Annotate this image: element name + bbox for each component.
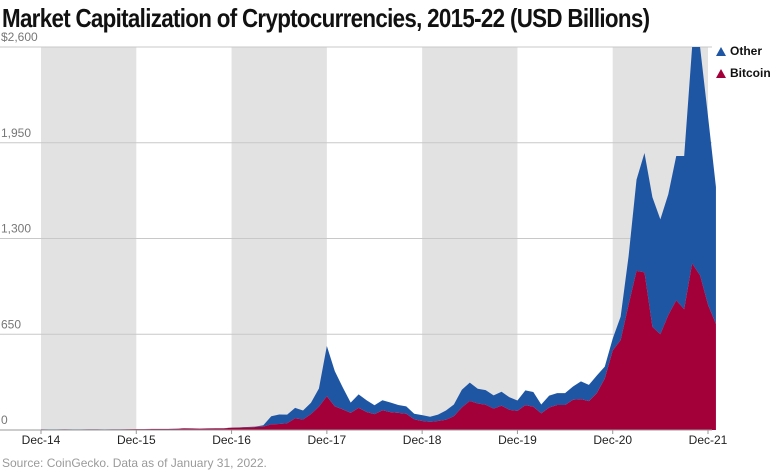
area-series-bitcoin [41, 263, 716, 430]
x-tick-label: Dec-15 [117, 433, 156, 447]
y-axis-ticks: 0 650 1,300 1,950 $2,600 [1, 30, 38, 427]
source-note: Source: CoinGecko. Data as of January 31… [2, 456, 267, 470]
legend-label-bitcoin: Bitcoin [730, 66, 771, 80]
x-tick-label: Dec-17 [308, 433, 347, 447]
x-tick-label: Dec-14 [22, 433, 61, 447]
gridlines [0, 46, 712, 335]
x-tick-label: Dec-16 [212, 433, 251, 447]
y-tick-label: 650 [1, 317, 21, 331]
legend-label-other: Other [730, 44, 763, 58]
area-series [41, 47, 716, 430]
legend-item-bitcoin: Bitcoin [716, 66, 771, 80]
x-tick-label: Dec-21 [689, 433, 728, 447]
y-tick-label: $2,600 [1, 30, 38, 44]
chart-title: Market Capitalization of Cryptocurrencie… [2, 3, 650, 33]
y-tick-label: 1,950 [1, 126, 31, 140]
legend-item-other: Other [716, 44, 762, 58]
x-tick-label: Dec-19 [498, 433, 537, 447]
x-tick-label: Dec-20 [593, 433, 632, 447]
x-tick-label: Dec-18 [403, 433, 442, 447]
y-tick-label: 1,300 [1, 222, 31, 236]
triangle-icon [716, 69, 726, 78]
triangle-icon [716, 47, 726, 56]
x-axis-ticks: Dec-14 Dec-15 Dec-16 Dec-17 Dec-18 Dec-19 Dec-… [22, 430, 728, 447]
y-tick-label: 0 [1, 413, 8, 427]
